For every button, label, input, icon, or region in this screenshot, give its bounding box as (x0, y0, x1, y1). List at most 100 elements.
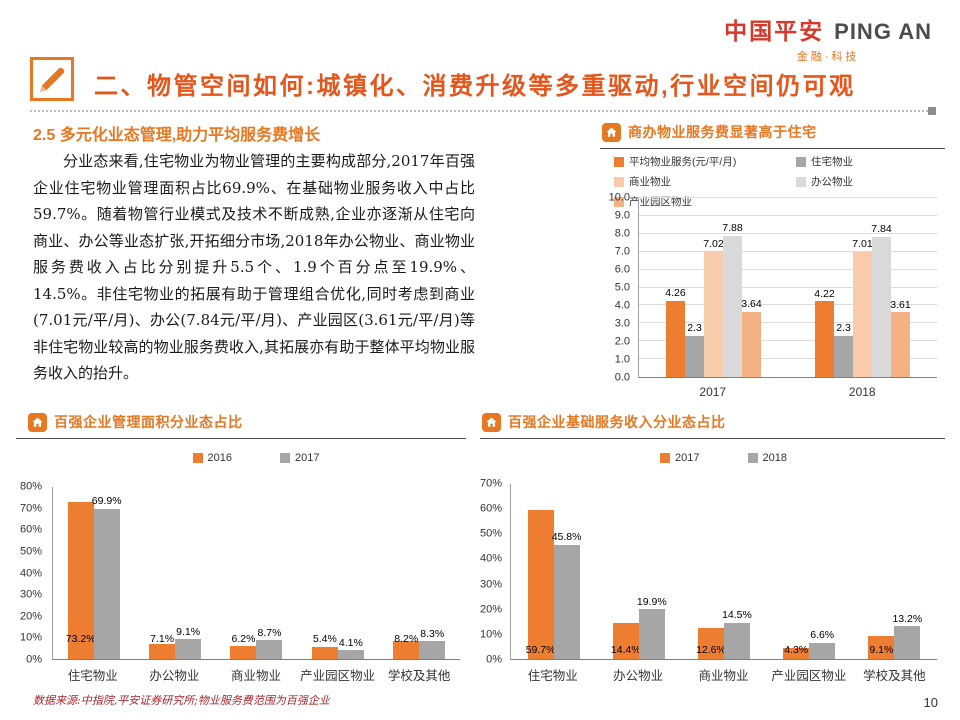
bar: 6.2% (230, 633, 257, 659)
bar-value-label: 12.6% (696, 643, 726, 656)
section-body-text: 分业态来看,住宅物业为物业管理的主要构成部分,2017年百强企业住宅物业管理面积… (33, 152, 475, 382)
legend-item: 住宅物业 (796, 154, 945, 169)
legend-item: 产业园区物业 (614, 194, 796, 209)
y-axis-tick-label: 0.0 (614, 371, 630, 384)
x-axis-category-label: 2017 (699, 385, 727, 399)
y-axis-tick-label: 5.0 (614, 281, 630, 294)
x-axis-category-label: 办公物业 (149, 669, 200, 683)
bar-value-label: 7.88 (722, 222, 743, 235)
bar-value-label: 4.1% (338, 636, 363, 649)
x-axis-category-label: 学校及其他 (863, 669, 926, 683)
bar-value-label: 4.3% (784, 643, 809, 656)
bar: 14.4% (610, 623, 641, 659)
bar-groups: 73.2% 69.9% 7.1% 9.1% 6.2% 8.7% 5.4% 4.1% 8.2% 8.… (53, 487, 460, 659)
legend-swatch (796, 176, 807, 187)
x-axis-category-label: 学校及其他 (387, 669, 451, 683)
data-source-note: 数据来源:中指院,平安证券研究所;物业服务费范围为百强企业 (33, 694, 330, 707)
section-heading: 2.5 多元化业态管理,助力平均服务费增长 (33, 127, 321, 144)
x-axis-category-label: 商业物业 (698, 669, 749, 683)
bar-group: 12.6% 14.5% (696, 484, 752, 659)
bar-group: 6.2% 8.7% (230, 487, 283, 659)
legend-label: 2017 (675, 452, 700, 464)
bar-group: 5.4% 4.1% (311, 487, 364, 659)
bar-value-label: 73.2% (65, 632, 96, 645)
y-axis-tick-label: 60% (479, 502, 502, 515)
bar: 6.6% (809, 630, 836, 659)
logo-english-text: PING AN (834, 19, 932, 44)
bar-value-label: 7.84 (871, 223, 892, 236)
legend-swatch (660, 453, 671, 463)
bar: 7.01 (852, 239, 873, 377)
y-axis-tick-label: 70% (19, 502, 42, 515)
bar: 19.9% (637, 597, 667, 659)
bar-value-label: 9.1% (869, 643, 894, 656)
chart-header: 百强企业管理面积分业态占比 (16, 412, 466, 439)
bar-value-label: 45.8% (551, 531, 582, 543)
chart-title: 百强企业基础服务收入分业态占比 (508, 414, 726, 430)
legend-item: 2017 (280, 452, 319, 464)
plot-area: 59.7% 45.8% 14.4% 19.9% 12.6% 14.5% 4.3% 6.6% 9.… (510, 484, 937, 660)
x-axis-category-label: 住宅物业 (527, 669, 578, 683)
title-divider (30, 107, 936, 115)
divider-end-square (928, 107, 936, 115)
y-axis: 0% 10% 20% 30% 40% 50% 60% 70% 80% (14, 481, 48, 665)
y-axis-tick-label: 6.0 (614, 263, 630, 276)
pencil-icon (30, 57, 74, 101)
legend-swatch (192, 453, 203, 463)
y-axis-tick-label: 4.0 (614, 299, 630, 312)
legend-item: 2018 (747, 452, 787, 464)
bar: 14.5% (722, 610, 752, 659)
bar: 12.6% (696, 627, 726, 659)
bar: 69.9% (92, 496, 122, 659)
legend-item: 2017 (660, 452, 700, 464)
bar-value-label: 4.22 (814, 287, 835, 300)
bar: 8.3% (419, 629, 446, 659)
chart-header: 商办物业服务费显著高于住宅 (600, 122, 945, 149)
gridline (639, 232, 937, 234)
y-axis-tick-label: 7.0 (614, 245, 630, 258)
gridline (639, 268, 937, 270)
y-axis-tick-label: 10.0 (608, 191, 630, 204)
y-axis-tick-label: 3.0 (614, 317, 630, 330)
legend-item: 平均物业服务(元/平/月) (614, 154, 796, 169)
bar-group: 7.1% 9.1% (149, 487, 202, 659)
bar-value-label: 14.4% (610, 643, 641, 656)
chart-service-fee: 商办物业服务费显著高于住宅 平均物业服务(元/平/月) 住宅物业 商业物业 办公物业产… (600, 122, 945, 403)
legend-swatch (614, 156, 624, 167)
bar-group: 4.26 2.3 7.02 7.88 3.64 (665, 198, 762, 377)
chart-title: 百强企业管理面积分业态占比 (54, 414, 243, 430)
bar-value-label: 9.1% (176, 625, 201, 638)
plot-area: 73.2% 69.9% 7.1% 9.1% 6.2% 8.7% 5.4% 4.1% 8.2% 8.… (52, 487, 460, 660)
bar: 7.1% (149, 633, 176, 659)
x-axis-category-label: 商业物业 (230, 669, 281, 683)
y-axis-tick-label: 0% (486, 653, 502, 666)
plot-area: 4.26 2.3 7.02 7.88 3.64 4.22 2.3 7.01 7.84 3.61 (638, 197, 937, 378)
x-axis-category-label: 住宅物业 (67, 669, 118, 683)
bar: 4.22 (814, 289, 835, 377)
bar-group: 14.4% 19.9% (610, 484, 667, 659)
house-icon (482, 412, 501, 432)
bar: 4.26 (665, 288, 686, 377)
legend-label: 平均物业服务(元/平/月) (629, 156, 737, 168)
bar: 7.84 (871, 224, 892, 377)
house-icon (602, 122, 621, 142)
y-axis-tick-label: 8.0 (614, 227, 630, 240)
bar: 4.1% (337, 638, 364, 659)
logo-chinese-text: 中国平安 (724, 18, 825, 44)
y-axis-tick-label: 2.0 (614, 335, 630, 348)
bar: 73.2% (65, 501, 96, 659)
gridline (639, 286, 937, 288)
y-axis-tick-label: 70% (479, 477, 502, 490)
bar-value-label: 14.5% (722, 609, 752, 622)
legend-label: 办公物业 (811, 176, 854, 188)
legend-label: 2016 (207, 452, 232, 464)
bar-group: 4.22 2.3 7.01 7.84 3.61 (814, 198, 911, 377)
bar: 3.61 (890, 300, 911, 377)
y-axis-tick-label: 10% (479, 628, 502, 641)
bar: 7.02 (703, 239, 724, 377)
legend-swatch (614, 176, 624, 187)
y-axis-tick-label: 9.0 (614, 209, 630, 222)
bar-value-label: 6.2% (231, 632, 256, 645)
page-title: 二、物管空间如何:城镇化、消费升级等多重驱动,行业空间仍可观 (94, 73, 856, 100)
